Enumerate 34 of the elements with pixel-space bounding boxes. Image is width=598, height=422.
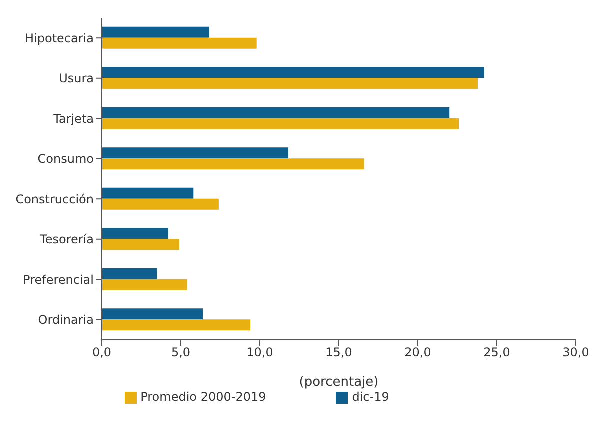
bar [102,148,288,159]
x-tick-label: 30,0 [562,346,590,360]
x-axis-title: (porcentaje) [299,375,379,390]
bar [102,188,194,199]
y-tick-label: Tesorería [39,232,94,247]
x-tick-label: 25,0 [484,346,510,360]
bar [102,26,210,38]
bar [102,38,257,49]
y-tick-label: Ordinaria [38,313,94,328]
bar [102,308,204,320]
bar [102,198,219,210]
bar [102,158,364,170]
x-tick-label: 0,0 [92,346,112,360]
y-tick-label: Preferencial [23,272,94,287]
bar [102,239,180,250]
y-tick-label: Usura [59,72,94,86]
bar [102,118,460,130]
y-tick-label: Consumo [38,152,94,166]
x-tick-label: 5,0 [171,346,191,360]
legend-label: dic-19 [352,390,390,404]
bar [102,279,188,290]
bar [102,228,168,240]
bar [102,78,478,90]
bar [102,67,484,78]
bar [102,107,450,118]
legend-label: Promedio 2000-2019 [140,390,266,404]
x-tick-label: 10,0 [246,346,274,360]
x-tick-label: 15,0 [326,346,352,360]
y-tick-label: Tarjeta [52,112,94,126]
y-tick-label: Construcción [16,192,94,206]
bar [102,320,251,331]
y-tick-label: Hipotecaria [25,31,94,46]
bar [102,268,158,280]
x-tick-label: 20,0 [404,346,432,360]
